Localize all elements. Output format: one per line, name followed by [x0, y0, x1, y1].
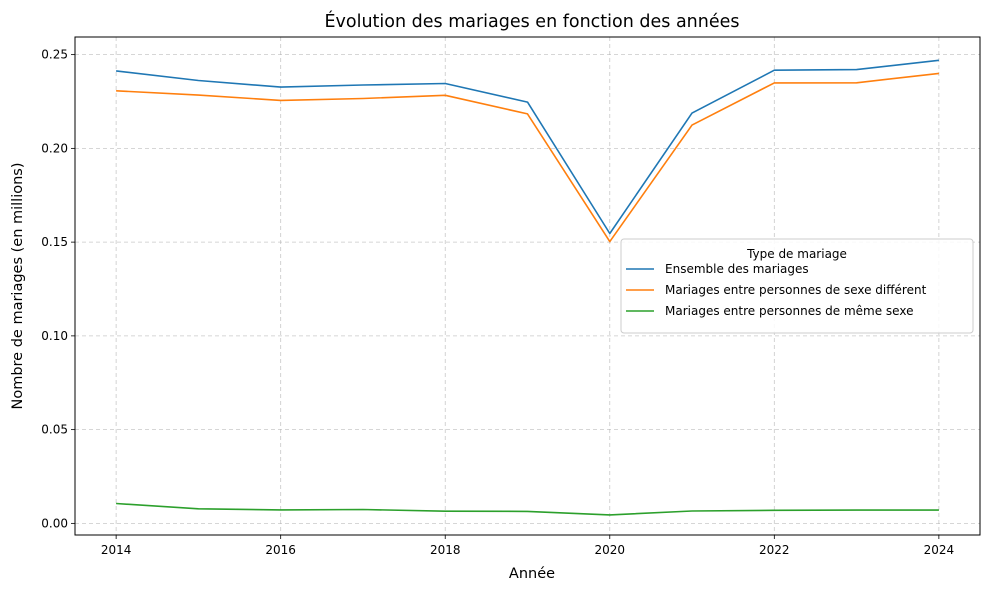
- y-tick-label: 0.10: [41, 329, 68, 343]
- legend-label-3: Mariages entre personnes de même sexe: [665, 304, 913, 318]
- legend-label-2: Mariages entre personnes de sexe différe…: [665, 283, 927, 297]
- x-axis-title: Année: [509, 566, 555, 582]
- plot-frame: [74, 36, 981, 536]
- x-tick-label: 2016: [265, 543, 296, 557]
- y-tick-label: 0.00: [41, 516, 68, 530]
- y-tick-label: 0.25: [41, 48, 68, 62]
- legend-title: Type de mariage: [746, 247, 847, 261]
- series-line-1: [116, 59, 939, 235]
- series-lines: [116, 59, 939, 516]
- grid: [75, 37, 980, 535]
- y-axis-title: Nombre de mariages (en millions): [10, 162, 26, 409]
- y-tick-label: 0.15: [41, 235, 68, 249]
- y-tick-label: 0.20: [41, 141, 68, 155]
- legend: Type de mariage Ensemble des mariages Mar…: [620, 238, 974, 334]
- series-line-2: [116, 72, 939, 243]
- y-tick-label: 0.05: [41, 423, 68, 437]
- axis-ticks: 2014 2016 2018 2020 2022 2024 0.00 0.05 0.10 0.15…: [41, 48, 954, 557]
- chart-title: Évolution des mariages en fonction des a…: [324, 10, 739, 32]
- series-line-3: [116, 502, 939, 516]
- x-tick-label: 2018: [430, 543, 461, 557]
- x-tick-label: 2022: [759, 543, 790, 557]
- legend-box: [620, 238, 974, 334]
- x-tick-label: 2020: [594, 543, 625, 557]
- x-tick-label: 2024: [924, 543, 955, 557]
- x-tick-label: 2014: [101, 543, 132, 557]
- legend-label-1: Ensemble des mariages: [665, 262, 809, 276]
